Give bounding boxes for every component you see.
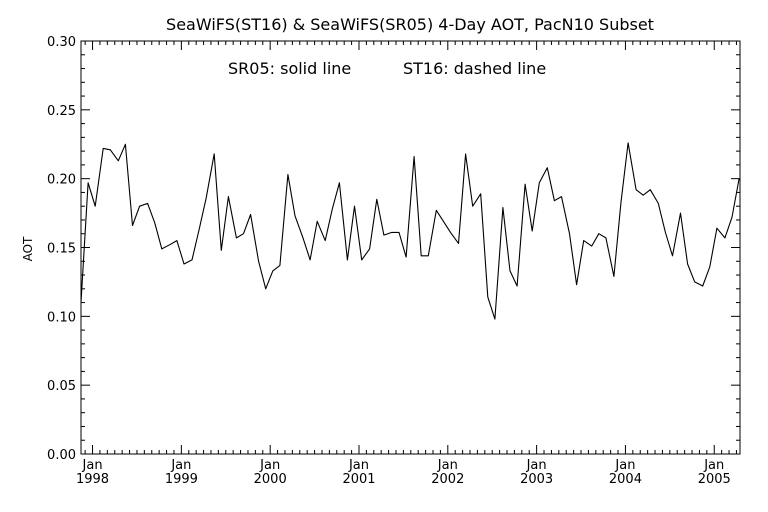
series-lines [80, 142, 740, 320]
x-tick-year: 1999 [165, 472, 198, 487]
plot-frame [80, 40, 741, 455]
x-tick-month: Jan [526, 458, 547, 473]
x-tick-month: Jan [703, 458, 724, 473]
y-tick-label: 0.15 [47, 242, 76, 257]
x-tick-year: 1998 [76, 472, 109, 487]
y-tick-label: 0.05 [47, 379, 76, 394]
x-tick-month: Jan [614, 458, 635, 473]
x-tick-year: 2002 [431, 472, 464, 487]
annotation-st16: ST16: dashed line [403, 59, 546, 78]
x-tick-month: Jan [348, 458, 369, 473]
x-tick-month: Jan [259, 458, 280, 473]
y-tick-label: 0.00 [47, 448, 76, 463]
x-tick-year: 2003 [520, 472, 553, 487]
axis-ticks [81, 40, 740, 455]
x-tick-month: Jan [170, 458, 191, 473]
y-tick-label: 0.20 [47, 173, 76, 188]
annotation-sr05: SR05: solid line [228, 59, 351, 78]
series-line-sr05 [80, 142, 740, 320]
x-tick-year: 2004 [609, 472, 642, 487]
chart-title: SeaWiFS(ST16) & SeaWiFS(SR05) 4-Day AOT,… [166, 15, 654, 34]
y-tick-label: 0.30 [47, 35, 76, 50]
y-axis-label: AOT [21, 236, 35, 261]
x-tick-year: 2005 [698, 472, 731, 487]
x-tick-month: Jan [82, 458, 103, 473]
x-tick-year: 2000 [254, 472, 287, 487]
tick-labels: 0.000.050.100.150.200.250.30Jan1998Jan19… [47, 35, 731, 487]
y-tick-label: 0.25 [47, 104, 76, 119]
y-tick-label: 0.10 [47, 310, 76, 325]
x-tick-year: 2001 [342, 472, 375, 487]
x-tick-month: Jan [437, 458, 458, 473]
